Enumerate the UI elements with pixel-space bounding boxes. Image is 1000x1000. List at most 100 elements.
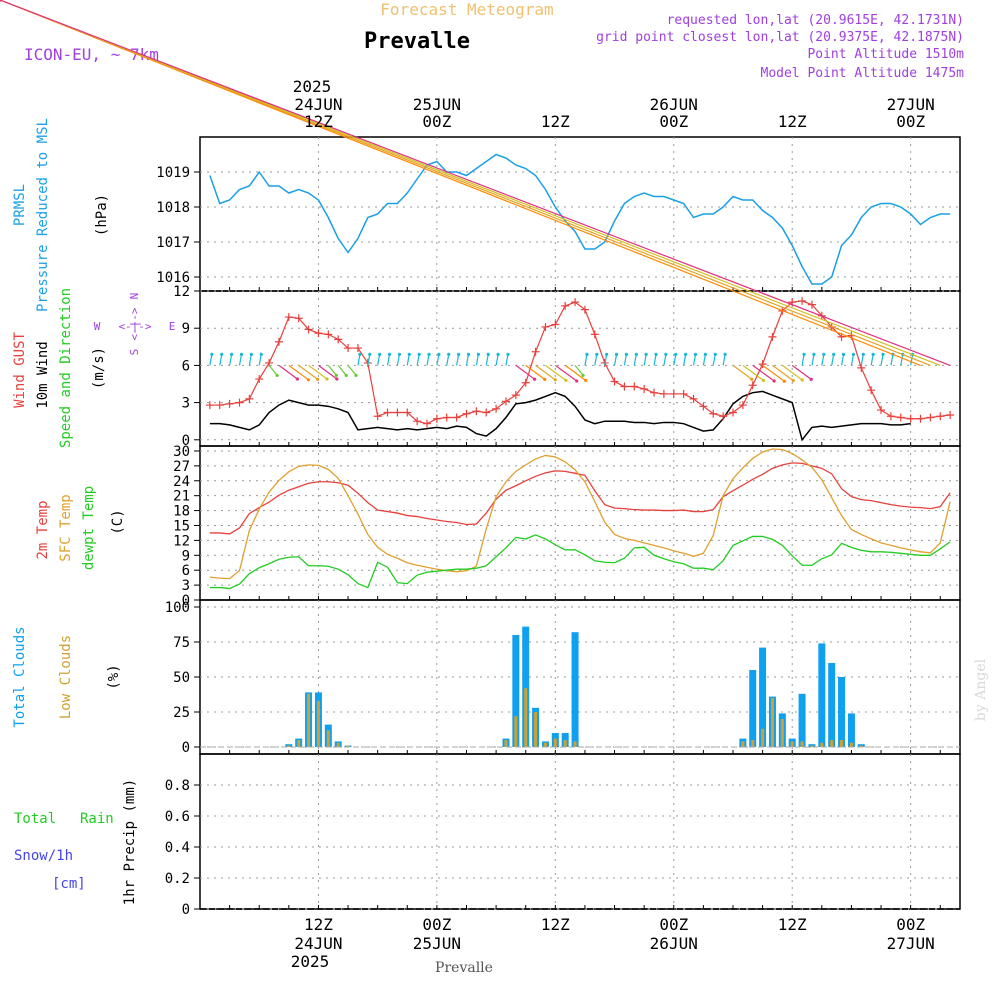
gust-marker	[877, 406, 886, 415]
wind-arrow-head	[750, 377, 754, 381]
gust-marker	[482, 408, 491, 417]
wind-direction-arrow	[653, 354, 657, 366]
gust-marker	[314, 329, 323, 338]
gust-marker	[413, 417, 422, 426]
gust-marker	[699, 402, 708, 411]
low-cloud-bar	[761, 728, 765, 747]
gust-marker	[344, 344, 353, 353]
wind-direction-arrow	[386, 354, 391, 366]
gust-marker	[758, 360, 767, 369]
gust-marker	[501, 397, 510, 406]
label-speed-direction: Speed and Direction	[58, 288, 74, 448]
gust-marker	[580, 305, 589, 314]
wind-direction-arrow	[850, 354, 855, 366]
wind-arrow-head	[506, 352, 510, 356]
y-tick-label: 27	[173, 459, 190, 475]
compass-w: W	[94, 320, 101, 333]
wind-arrow-head	[800, 378, 804, 382]
wind-arrow-head	[532, 377, 537, 381]
wind-arrow-head	[575, 379, 579, 383]
low-cloud-bar	[563, 740, 567, 747]
wind-direction-arrow	[446, 354, 450, 366]
wind-arrow-head	[543, 377, 547, 381]
low-cloud-bar	[534, 712, 538, 747]
wind-direction-arrow	[683, 354, 687, 366]
bottom-axis-time-label: 12Z	[304, 915, 333, 934]
footer-place: Prevalle	[435, 960, 493, 976]
wind-direction-arrow	[831, 354, 835, 366]
top-axis-day-label: 26JUN	[650, 95, 698, 114]
wind-arrow-head	[772, 379, 776, 383]
gust-marker	[274, 337, 283, 346]
gust-marker	[679, 389, 688, 398]
gust-marker	[896, 413, 905, 422]
gust-marker	[926, 413, 935, 422]
gust-marker	[659, 389, 668, 398]
gust-marker	[205, 401, 214, 410]
wind-direction-arrow	[525, 364, 546, 380]
wind-direction-arrow	[545, 364, 567, 381]
wind-arrow-head	[220, 352, 224, 356]
y-tick-label: 3	[182, 578, 190, 594]
wind-arrow-head	[437, 352, 441, 356]
gust-marker	[511, 391, 520, 400]
wind-arrow-head	[841, 352, 846, 356]
y-tick-label: 24	[173, 474, 190, 490]
total-cloud-bar	[749, 670, 757, 747]
panel-frame-wind	[199, 290, 961, 447]
low-cloud-bar	[514, 716, 518, 747]
wind-direction-arrow	[564, 364, 587, 381]
wind-arrow-head	[822, 352, 826, 356]
gust-marker	[334, 335, 343, 344]
gust-marker	[235, 398, 244, 407]
wind-direction-arrow	[288, 364, 309, 381]
wind-direction-arrow	[584, 354, 588, 366]
top-axis-time-label: 00Z	[422, 112, 451, 131]
wind-direction-arrow	[702, 354, 706, 366]
wind-direction-arrow	[229, 354, 233, 366]
wind-direction-arrow	[791, 364, 812, 380]
gust-marker	[610, 377, 619, 386]
gust-marker	[393, 408, 402, 417]
y-tick-label: 0	[182, 593, 190, 609]
wind-direction-arrow	[0, 0, 951, 366]
label-pressure-msl: Pressure Reduced to MSL	[35, 118, 51, 312]
y-tick-label: 0	[182, 433, 190, 449]
wind-arrow-head	[354, 373, 358, 377]
wind-direction-arrow	[278, 364, 298, 380]
gust-marker	[215, 401, 224, 410]
wind-arrow-head	[614, 352, 619, 356]
wind-direction-arrow	[248, 354, 252, 366]
wind-arrow-head	[316, 377, 320, 381]
y-tick-label: 6	[182, 563, 190, 579]
wind-direction-arrow	[801, 354, 805, 366]
compass-s: S	[128, 349, 141, 356]
wind-direction-arrow	[209, 354, 213, 366]
total-cloud-bar	[571, 632, 579, 747]
wind-direction-arrow	[505, 354, 509, 366]
wind-arrow-head	[802, 352, 806, 356]
top-axis-time-label: 12Z	[541, 112, 570, 131]
gust-marker	[521, 378, 530, 387]
gust-marker	[245, 394, 254, 403]
wind-arrow-head	[295, 377, 299, 381]
label-ms: (m/s)	[91, 347, 107, 389]
wind-direction-arrow	[692, 354, 697, 366]
wind-arrow-head	[605, 352, 609, 356]
wind-direction-arrow	[742, 364, 764, 381]
wind-direction-arrow	[722, 354, 726, 366]
wind-arrow-head	[881, 352, 885, 356]
wind-direction-arrow	[258, 354, 262, 366]
low-cloud-bar	[287, 745, 291, 747]
wind-arrow-head	[378, 352, 382, 356]
y-tick-label: 1017	[156, 235, 190, 251]
wind-arrow-head	[447, 352, 451, 356]
wind-arrow-head	[239, 352, 244, 356]
wind-direction-arrow	[554, 364, 578, 382]
bottom-axis-day-label: 24JUN	[294, 934, 342, 953]
gust-marker	[472, 407, 481, 416]
point-altitude: Point Altitude 1510m	[807, 47, 964, 62]
y-tick-label: 100	[165, 600, 190, 616]
wind-arrow-head	[325, 377, 329, 381]
gust-marker	[807, 300, 816, 309]
